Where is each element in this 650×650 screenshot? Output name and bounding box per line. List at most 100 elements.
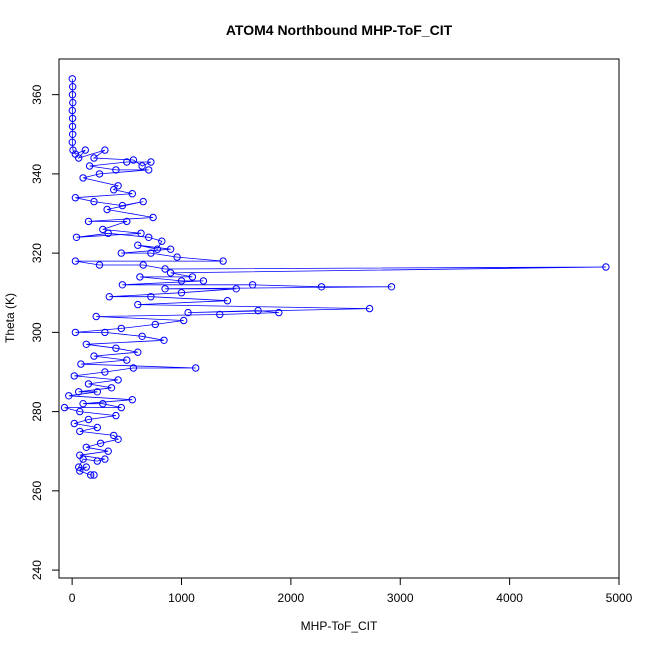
data-point: [68, 138, 77, 146]
data-point: [104, 447, 112, 455]
data-point: [275, 308, 283, 317]
data-point: [69, 130, 77, 139]
data-point: [92, 312, 100, 321]
data-point: [93, 388, 102, 396]
data-point: [79, 400, 87, 408]
data-point: [177, 289, 186, 297]
data-point: [90, 197, 98, 206]
data-point: [95, 170, 104, 178]
data-point: [107, 384, 116, 392]
data-point: [90, 352, 98, 360]
data-point: [77, 360, 85, 368]
data-point: [79, 455, 87, 463]
data-point: [84, 217, 93, 226]
data-point: [254, 306, 262, 315]
data-point: [134, 300, 142, 309]
data-point: [69, 83, 77, 91]
data-point: [68, 91, 77, 99]
data-point: [123, 356, 131, 364]
y-axis-label: Theta (K): [3, 293, 17, 343]
data-point: [75, 388, 83, 396]
data-point: [60, 403, 69, 412]
data-point: [166, 245, 175, 253]
x-tick-label: 1000: [168, 591, 195, 605]
data-point: [76, 407, 84, 416]
y-tick-label: 280: [30, 401, 44, 421]
data-point: [136, 273, 144, 281]
data-point: [114, 182, 122, 190]
data-point: [70, 419, 79, 428]
x-axis: 0 1000 2000 3000 4000 5000: [69, 577, 633, 605]
data-point: [90, 471, 98, 479]
data-point: [199, 277, 208, 285]
data-point: [112, 344, 120, 352]
data-point: [160, 336, 168, 344]
data-point: [151, 320, 160, 329]
data-point: [70, 372, 79, 380]
data-point: [76, 427, 84, 436]
data-point: [93, 423, 102, 432]
data-point: [96, 439, 105, 447]
x-tick-label: 3000: [387, 591, 414, 605]
data-point: [161, 265, 169, 273]
data-point: [248, 281, 257, 289]
data-point: [95, 261, 104, 269]
data-point: [76, 467, 84, 475]
x-tick-label: 4000: [496, 591, 523, 605]
y-tick-label: 300: [30, 322, 44, 342]
data-point: [79, 174, 87, 182]
data-point: [103, 205, 111, 214]
data-point: [387, 283, 396, 291]
data-point: [153, 245, 162, 253]
data-point: [82, 340, 91, 348]
x-tick-label: 5000: [606, 591, 633, 605]
data-marks: [60, 75, 610, 479]
data-point: [138, 162, 146, 170]
data-point: [84, 415, 93, 424]
data-point: [118, 201, 127, 210]
data-point: [147, 249, 155, 257]
data-point: [173, 253, 181, 261]
data-point: [219, 257, 227, 265]
data-point: [134, 348, 142, 356]
data-point: [75, 154, 83, 162]
data-point: [75, 463, 83, 471]
data-point: [68, 75, 77, 83]
data-point: [128, 396, 137, 404]
x-tick-label: 2000: [278, 591, 305, 605]
data-point: [114, 435, 122, 443]
data-point: [123, 217, 131, 226]
data-point: [71, 328, 80, 337]
y-tick-label: 340: [30, 164, 44, 184]
data-point: [112, 411, 120, 420]
data-point: [90, 154, 98, 162]
data-point: [101, 146, 109, 154]
data-point: [602, 263, 610, 271]
data-point: [68, 114, 77, 123]
data-point: [72, 233, 81, 242]
y-tick-label: 240: [30, 560, 44, 580]
data-point: [69, 146, 77, 154]
data-point: [101, 455, 109, 463]
series-line: [64, 78, 606, 476]
y-tick-label: 320: [30, 243, 44, 263]
data-point: [82, 443, 91, 451]
data-point: [65, 392, 73, 400]
data-point: [232, 285, 240, 293]
data-point: [93, 457, 102, 465]
data-point: [149, 213, 157, 222]
data-point: [145, 233, 153, 242]
data-point: [101, 328, 109, 337]
data-point: [87, 471, 95, 479]
data-point: [147, 293, 155, 301]
data-point: [223, 297, 232, 305]
data-point: [99, 225, 107, 234]
data-point: [139, 261, 147, 269]
data-point: [117, 249, 126, 257]
data-point: [104, 229, 112, 238]
data-point: [117, 403, 126, 412]
data-point: [85, 162, 94, 170]
data-point: [101, 368, 109, 376]
data-point: [317, 283, 326, 291]
data-point: [112, 166, 120, 174]
